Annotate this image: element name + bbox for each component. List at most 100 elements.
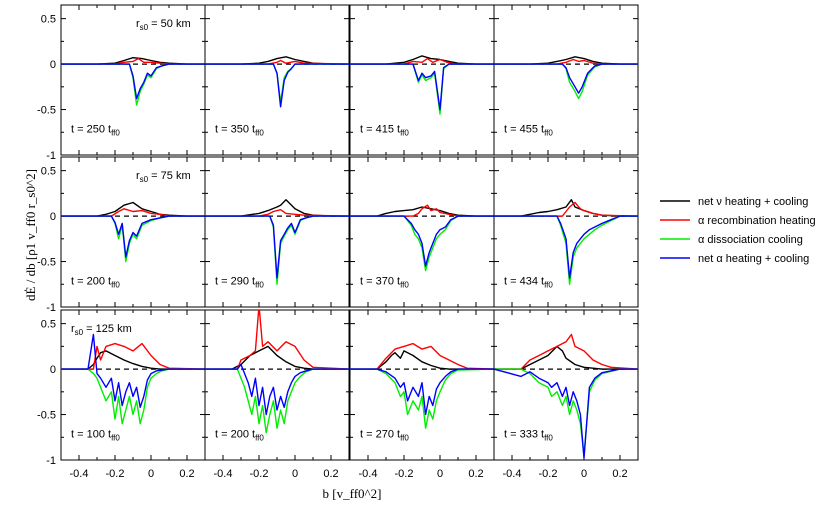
- y-tick-label: 0: [50, 211, 56, 223]
- series-net: [61, 350, 205, 370]
- series-rec: [350, 342, 494, 370]
- legend-entry-dis: α dissociation cooling: [660, 234, 803, 246]
- time-label-text: t = 333 t: [504, 428, 544, 440]
- y-tick-label: 0.5: [41, 14, 56, 26]
- time-label: t = 200 tff0: [215, 428, 264, 442]
- series-rec: [61, 57, 205, 65]
- series-dis: [350, 63, 494, 115]
- x-tick-label: 0.2: [468, 468, 483, 480]
- legend-entry-net: net ν heating + cooling: [660, 196, 808, 208]
- rs0-label: rs0 = 50 km: [136, 18, 191, 32]
- time-label: t = 434 tff0: [504, 275, 553, 289]
- time-label-sub: ff0: [111, 433, 120, 442]
- time-label-sub: ff0: [111, 128, 120, 137]
- panel-r1-c0: 0.5 0 -0.5 -1 t = 200 tff0 rs0 = 75 km: [37, 156, 206, 314]
- series-net: [61, 201, 205, 217]
- time-label: t = 290 tff0: [215, 275, 264, 289]
- series-alpha: [350, 368, 494, 416]
- time-label: t = 250 tff0: [71, 123, 120, 137]
- x-tick-label: 0: [148, 468, 154, 480]
- series-rec: [350, 57, 494, 65]
- legend-label: net ν heating + cooling: [698, 196, 808, 208]
- y-tick-label: 0.5: [41, 319, 56, 331]
- series-dis: [205, 368, 349, 434]
- series-dis: [61, 63, 205, 106]
- series-net: [350, 206, 494, 217]
- time-label-text: t = 200 t: [71, 275, 111, 287]
- rs0-label-r: r: [71, 323, 75, 335]
- rs0-label-sub: s0: [140, 175, 149, 184]
- time-label-text: t = 415 t: [360, 123, 400, 135]
- rs0-label-value: = 50 km: [148, 18, 191, 30]
- time-label-sub: ff0: [111, 280, 120, 289]
- panel-r0-c2: t = 415 tff0: [349, 4, 495, 156]
- time-label-text: t = 370 t: [360, 275, 400, 287]
- y-tick-label: -1: [46, 302, 56, 314]
- x-tick-label: 0.2: [179, 468, 194, 480]
- panel-r2-c2: -0.4 -0.2 0 0.2 t = 270 tff0: [349, 309, 495, 480]
- y-tick-label: 0.5: [41, 166, 56, 178]
- series-dis: [494, 215, 638, 285]
- rs0-label-r: r: [136, 18, 140, 30]
- series-alpha: [205, 63, 349, 108]
- series-alpha: [205, 215, 349, 279]
- x-tick-label: 0.2: [612, 468, 627, 480]
- legend-label: α dissociation cooling: [698, 234, 803, 246]
- series-dis: [350, 368, 494, 429]
- series-alpha: [61, 333, 205, 408]
- series-dis: [350, 215, 494, 272]
- panel-r2-c0: -0.4 -0.2 0 0.2 0.5 0 -0.5 -1 t = 100 tff0 rs0 = …: [37, 309, 206, 480]
- rs0-label-sub: s0: [140, 23, 149, 32]
- panel-r1-c2: t = 370 tff0: [349, 156, 495, 308]
- time-label-text: t = 434 t: [504, 275, 544, 287]
- y-tick-label: 0: [50, 59, 56, 71]
- panel-r2-c3: -0.4 -0.2 0 0.2 t = 333 tff0: [493, 309, 639, 480]
- time-label-text: t = 200 t: [215, 428, 255, 440]
- x-tick-label: -0.2: [395, 468, 414, 480]
- panel-r1-c3: t = 434 tff0: [493, 156, 639, 308]
- y-tick-label: -0.5: [37, 257, 56, 269]
- time-label-sub: ff0: [544, 280, 553, 289]
- x-tick-label: -0.2: [250, 468, 269, 480]
- legend-entry-rec: α recombination heating: [660, 215, 816, 227]
- series-alpha: [494, 368, 638, 459]
- series-dis: [61, 368, 205, 425]
- x-tick-label: -0.4: [70, 468, 89, 480]
- time-label: t = 370 tff0: [360, 275, 409, 289]
- x-tick-label: 0: [292, 468, 298, 480]
- series-alpha: [205, 363, 349, 416]
- panel-r0-c1: t = 350 tff0: [204, 4, 350, 156]
- rs0-label: rs0 = 75 km: [136, 170, 191, 184]
- series-net: [350, 350, 494, 370]
- legend-entry-alpha: net α heating + cooling: [660, 253, 809, 265]
- series-net: [205, 198, 349, 217]
- series-rec: [350, 204, 494, 217]
- time-label-text: t = 270 t: [360, 428, 400, 440]
- series-alpha: [350, 215, 494, 267]
- time-label-text: t = 350 t: [215, 123, 255, 135]
- panel-r2-c1: -0.4 -0.2 0 0.2 t = 200 tff0: [204, 309, 350, 480]
- x-tick-label: -0.2: [106, 468, 125, 480]
- time-label: t = 100 tff0: [71, 428, 120, 442]
- time-label-text: t = 290 t: [215, 275, 255, 287]
- series-rec: [494, 333, 638, 370]
- x-tick-label: -0.4: [503, 468, 522, 480]
- axis-labels: dĖ / db [ρ1 v_ff0 r_s0^2] b [v_ff0^2]: [23, 169, 381, 501]
- series-dis: [61, 215, 205, 263]
- time-label-text: t = 250 t: [71, 123, 111, 135]
- time-label-sub: ff0: [544, 128, 553, 137]
- series-alpha: [494, 215, 638, 279]
- rs0-label-value: = 125 km: [83, 323, 132, 335]
- time-label-sub: ff0: [255, 128, 264, 137]
- rs0-label-r: r: [136, 170, 140, 182]
- time-label: t = 333 tff0: [504, 428, 553, 442]
- time-label-sub: ff0: [544, 433, 553, 442]
- time-label-text: t = 100 t: [71, 428, 111, 440]
- panel-r0-c0: 0.5 0 -0.5 -1 t = 250 tff0 rs0 = 50 km: [37, 4, 206, 162]
- series-net: [205, 345, 349, 370]
- legend: net ν heating + cooling α recombination h…: [660, 196, 816, 265]
- series-rec: [61, 342, 205, 370]
- x-axis-title: b [v_ff0^2]: [323, 486, 382, 501]
- time-label: t = 200 tff0: [71, 275, 120, 289]
